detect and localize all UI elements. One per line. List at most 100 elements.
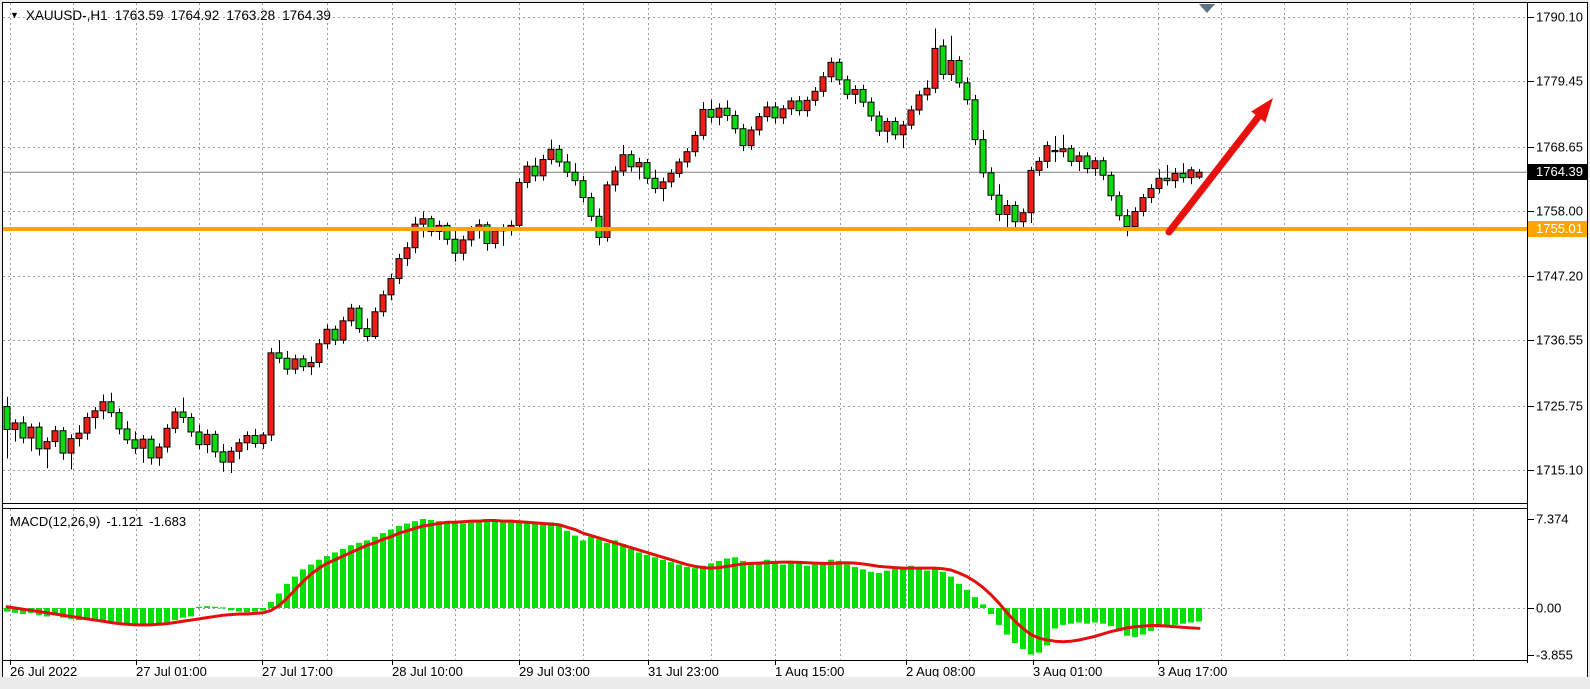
macd-bar <box>988 608 994 615</box>
price-axis-label: 1747.20 <box>1536 268 1583 284</box>
trend-arrow[interactable] <box>1165 98 1273 236</box>
macd-bar <box>916 568 922 608</box>
macd-signal-line <box>5 518 1201 644</box>
candle-body <box>291 358 299 370</box>
macd-bar <box>516 522 522 608</box>
macd-bar <box>180 608 186 618</box>
candle-body <box>203 433 211 446</box>
candle-body <box>371 311 379 338</box>
macd-bar <box>700 565 706 608</box>
macd-bar <box>972 597 978 608</box>
candle-body <box>635 162 643 168</box>
macd-axis-tick <box>1528 608 1534 609</box>
candle-body <box>931 47 939 89</box>
macd-bar <box>1076 608 1082 623</box>
macd-bar <box>1092 608 1098 623</box>
candle-body <box>459 239 467 254</box>
candle-body <box>1115 195 1123 217</box>
candle-body <box>707 108 715 118</box>
candle-body <box>91 410 99 418</box>
macd-bar <box>252 608 258 612</box>
macd-bar <box>1052 608 1058 629</box>
macd-bar <box>12 608 18 613</box>
candle-body <box>219 451 227 463</box>
macd-bar <box>212 606 218 608</box>
time-axis-tick <box>1158 661 1159 665</box>
candle-body <box>659 181 667 190</box>
price-axis-tick <box>1528 146 1534 148</box>
macd-bar <box>908 565 914 608</box>
macd-axis-label: -3.855 <box>1536 647 1573 663</box>
macd-bar <box>428 519 434 608</box>
macd-bar <box>676 564 682 608</box>
macd-bar <box>420 518 426 608</box>
macd-bar <box>964 589 970 608</box>
candle-body <box>363 328 371 338</box>
macd-bar <box>548 522 554 608</box>
candle-body <box>427 218 435 232</box>
macd-bar <box>164 608 170 623</box>
candle-body <box>883 120 891 132</box>
macd-bar <box>388 529 394 608</box>
macd-signal-value: -1.683 <box>149 514 187 529</box>
candle-body <box>835 61 843 81</box>
candle-body <box>851 88 859 95</box>
candle-body <box>491 230 499 244</box>
time-axis-tick <box>648 661 649 665</box>
chart-shift-marker[interactable] <box>1199 4 1215 13</box>
macd-bar <box>1164 608 1170 627</box>
symbol-dropdown-icon[interactable]: ▼ <box>10 10 19 20</box>
candle-body <box>907 109 915 126</box>
candle-body <box>603 184 611 238</box>
macd-bar <box>4 608 10 612</box>
candle-body <box>691 134 699 153</box>
price-axis-tick <box>1528 405 1534 407</box>
candle-body <box>643 162 651 179</box>
candle-body <box>35 426 43 450</box>
candle-body <box>275 352 283 359</box>
candle-body <box>187 416 195 433</box>
time-axis-label: 3 Aug 17:00 <box>1158 664 1228 679</box>
candle-body <box>195 431 203 446</box>
macd-bar <box>764 559 770 608</box>
candle-body <box>331 328 339 341</box>
candle-body <box>731 114 739 130</box>
candle-body <box>899 124 907 136</box>
candle-body <box>915 94 923 111</box>
macd-bar <box>492 519 498 608</box>
candle-body <box>563 161 571 173</box>
macd-bar <box>1156 608 1162 628</box>
price-chart[interactable] <box>3 3 1527 503</box>
candle-body <box>923 87 931 96</box>
macd-bar <box>500 521 506 608</box>
candle-body <box>995 194 1003 216</box>
window-bottom-margin <box>0 677 1590 689</box>
candle-body <box>1179 172 1187 179</box>
macd-bar <box>1012 608 1018 644</box>
candle-body <box>651 177 659 190</box>
macd-bar <box>188 608 194 617</box>
time-axis-label: 27 Jul 17:00 <box>262 664 333 679</box>
candle-body <box>723 107 731 116</box>
macd-bar <box>956 583 962 608</box>
candle-body <box>515 181 523 226</box>
macd-bar <box>1148 608 1154 631</box>
candle-body <box>443 224 451 240</box>
macd-bar <box>52 608 58 616</box>
price-axis-tick <box>1528 210 1534 212</box>
macd-bar <box>340 548 346 608</box>
macd-panel-top-border[interactable] <box>3 508 1527 509</box>
macd-axis-label: 7.374 <box>1536 511 1569 527</box>
candle-body <box>355 307 363 330</box>
candle-body <box>531 165 539 177</box>
macd-panel[interactable] <box>3 509 1527 660</box>
macd-bar <box>116 608 122 623</box>
candle-body <box>739 128 747 147</box>
candle-body <box>123 428 131 441</box>
time-axis-tick <box>906 661 907 665</box>
macd-bar <box>876 572 882 608</box>
candle-body <box>547 148 555 161</box>
candle-body <box>555 148 563 163</box>
candle-body <box>771 106 779 119</box>
